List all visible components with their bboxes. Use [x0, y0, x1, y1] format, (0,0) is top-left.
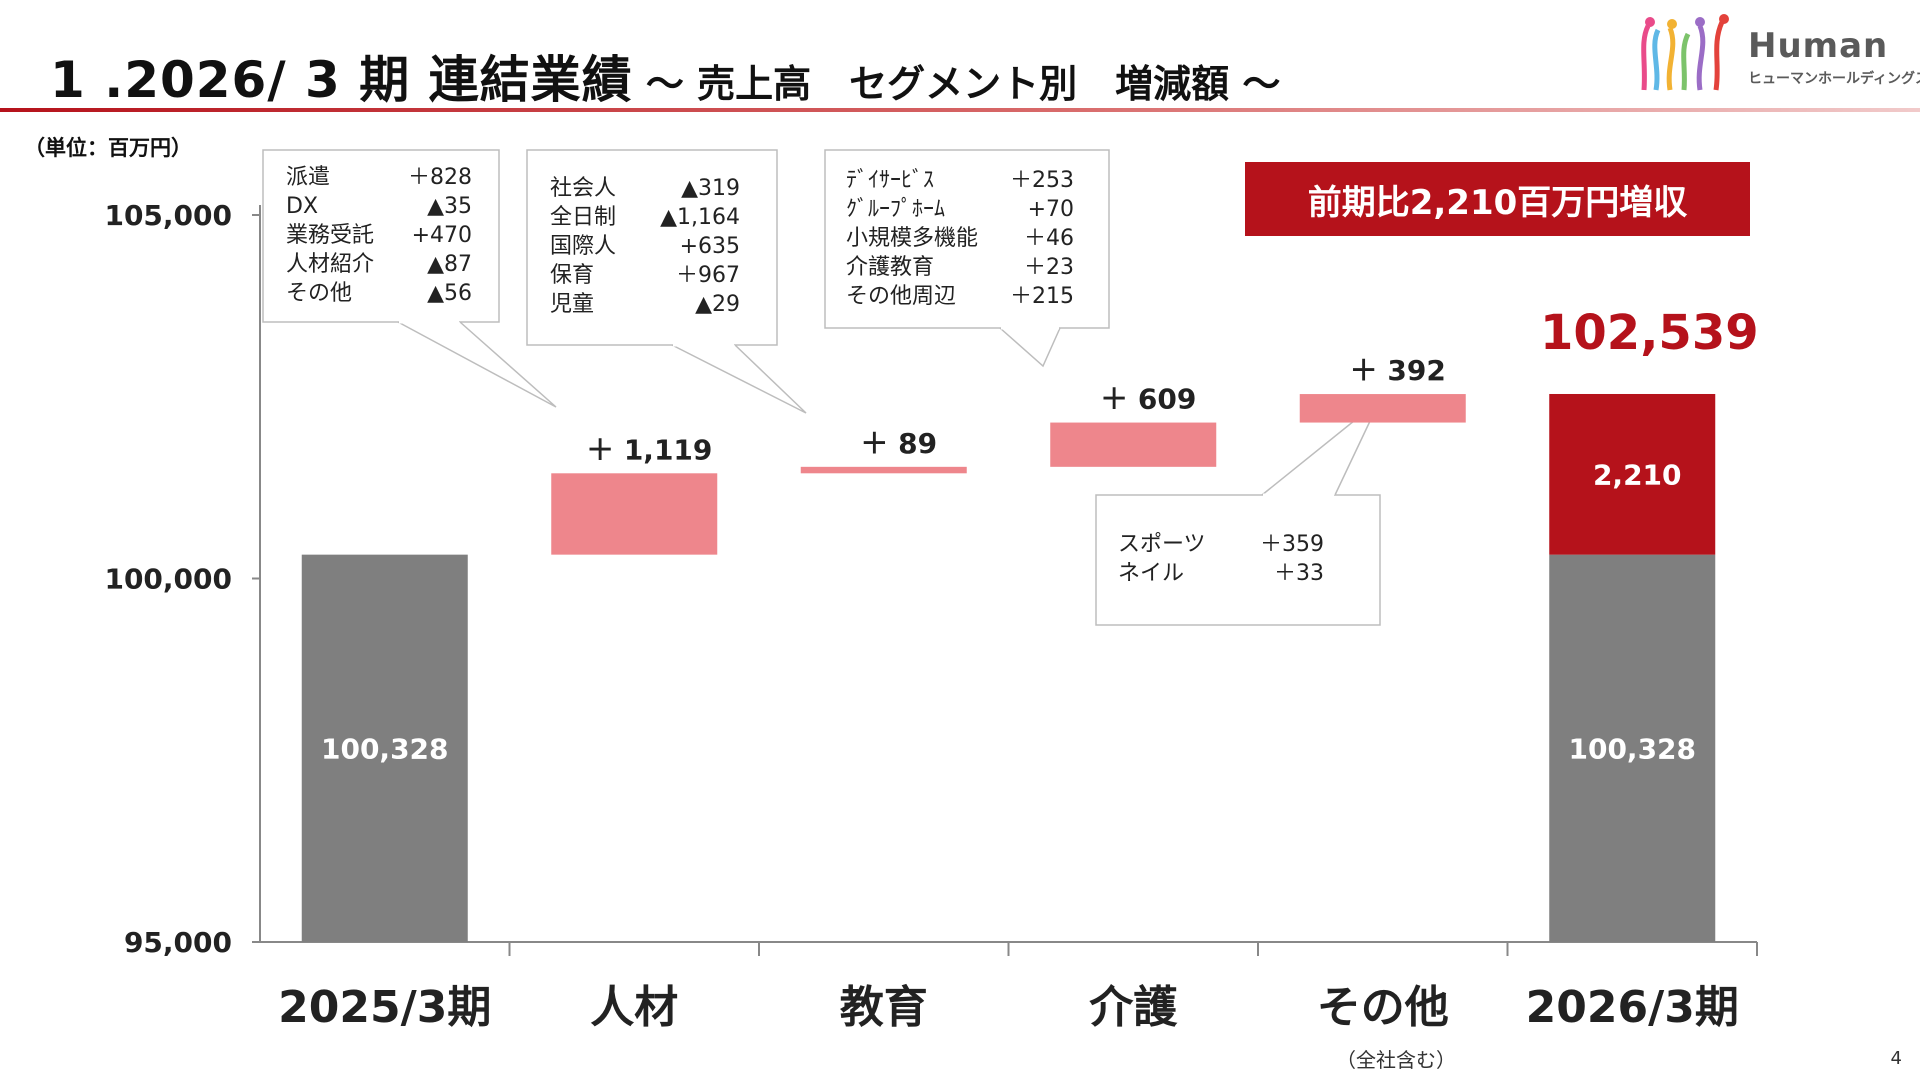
bar-delta [1050, 422, 1217, 467]
category-label: 介護 [1089, 982, 1178, 1033]
callout-value: ▲29 [695, 292, 740, 317]
callout-key: 保育 [550, 263, 595, 288]
unit-label: （単位：百万円） [24, 136, 192, 160]
callout-row: スポーツ ＋359 [1118, 530, 1324, 559]
callout-kaigo-text: ﾃﾞｲｻｰﾋﾞｽ ＋253 ｸﾞﾙｰﾌﾟﾎｰﾑ +70 小規模多機能 ＋46 介護教育 ＋23… [846, 166, 1074, 311]
logo-figures-icon [1641, 14, 1729, 91]
callout-value: ＋359 [1260, 532, 1324, 557]
callout-row: 派遣 ＋828 [286, 163, 472, 192]
page-title: 1 .2026/ 3 期 連結業績 ～ 売上高 セグメント別 増減額 ～ [50, 40, 1280, 112]
bar-increase [1549, 393, 1716, 555]
callout-box [526, 149, 778, 346]
callout-row: 小規模多機能 ＋46 [846, 224, 1074, 253]
bar-delta [800, 466, 967, 474]
y-tick-label: 95,000 [124, 926, 232, 959]
callout-key: 派遣 [286, 165, 331, 190]
callout-row: ネイル ＋33 [1118, 559, 1324, 588]
callout-key: DX [286, 194, 319, 219]
callout-key: その他 [286, 281, 353, 306]
callout-value: ▲319 [681, 176, 740, 201]
logo-subtitle: ヒューマンホールディングス [1748, 71, 1920, 87]
callout-value: ＋23 [1024, 255, 1074, 280]
callout-value: ＋33 [1274, 561, 1324, 586]
callout-key: スポーツ [1118, 532, 1206, 557]
category-label: 人材 [590, 982, 678, 1033]
callout-kyoiku-text: 社会人 ▲319 全日制 ▲1,164 国際人 +635 保育 ＋967 児童 ▲29 [550, 174, 740, 319]
category-label: 2026/3期 [1526, 982, 1739, 1033]
category-label: 2025/3期 [278, 982, 491, 1033]
callout-key: ﾃﾞｲｻｰﾋﾞｽ [846, 168, 935, 193]
callout-key: 小規模多機能 [846, 226, 979, 251]
callout-row: 社会人 ▲319 [550, 174, 740, 203]
callout-box [824, 149, 1110, 329]
page-number: 4 [1890, 1048, 1902, 1069]
callout-value: ＋215 [1010, 284, 1074, 309]
y-tick-label: 105,000 [104, 199, 232, 232]
callout-row: 介護教育 ＋23 [846, 253, 1074, 282]
bar-delta-label: ＋ 392 [1350, 354, 1446, 387]
callout-value: ＋253 [1010, 168, 1074, 193]
total-value-label: 102,539 [1540, 305, 1759, 361]
callout-row: 人材紹介 ▲87 [286, 250, 472, 279]
callout-value: +70 [1027, 197, 1074, 222]
company-logo: Human ヒューマンホールディングス [1636, 12, 1920, 96]
bar-delta-label: ＋ 609 [1100, 383, 1196, 416]
callout-row: 国際人 +635 [550, 232, 740, 261]
bar-base [301, 554, 468, 942]
callout-key: 人材紹介 [286, 252, 375, 277]
callout-key: ｸﾞﾙｰﾌﾟﾎｰﾑ [846, 197, 946, 222]
callout-row: その他周辺 ＋215 [846, 282, 1074, 311]
category-label: 教育 [840, 982, 928, 1033]
callout-value: ＋967 [676, 263, 740, 288]
callout-value: ▲35 [427, 194, 472, 219]
callout-key: 国際人 [550, 234, 617, 259]
logo-wordmark: Human [1748, 26, 1889, 66]
callout-row: 業務受託 +470 [286, 221, 472, 250]
callout-box [262, 149, 500, 323]
bar-base [1549, 554, 1716, 942]
callout-row: その他 ▲56 [286, 279, 472, 308]
bar-increase-label: 2,210 [1593, 458, 1682, 491]
callout-sonota-text: スポーツ ＋359 ネイル ＋33 [1118, 530, 1324, 588]
callout-key: 業務受託 [286, 223, 375, 248]
bar-base-label: 100,328 [1568, 732, 1696, 765]
callout-value: ▲87 [427, 252, 472, 277]
bar-delta [551, 473, 718, 555]
callout-row: DX ▲35 [286, 192, 472, 221]
callout-box [1095, 494, 1381, 626]
callout-value: ▲1,164 [660, 205, 740, 230]
callout-value: +635 [679, 234, 740, 259]
bar-delta-label: ＋ 89 [860, 427, 937, 460]
bar-delta [1299, 394, 1466, 423]
bar-base-label: 100,328 [321, 732, 449, 765]
callout-key: 社会人 [550, 176, 617, 201]
callout-value: ▲56 [427, 281, 472, 306]
callout-row: 全日制 ▲1,164 [550, 203, 740, 232]
callout-value: +470 [411, 223, 472, 248]
bar-delta-label: ＋ 1,119 [586, 433, 712, 466]
callout-key: ネイル [1118, 561, 1185, 586]
callout-key: 介護教育 [846, 255, 935, 280]
callout-pointer [671, 344, 807, 414]
callout-key: その他周辺 [846, 284, 957, 309]
callout-key: 全日制 [550, 205, 617, 230]
title-sub: ～ 売上高 セグメント別 増減額 ～ [632, 62, 1281, 106]
title-main: 1 .2026/ 3 期 連結業績 [50, 51, 633, 109]
increase-banner: 前期比2,210百万円増収 [1245, 162, 1750, 236]
callout-pointer [999, 327, 1061, 368]
y-tick-label: 100,000 [104, 563, 232, 596]
title-underline [0, 108, 1920, 112]
callout-pointer [397, 321, 557, 408]
callout-value: ＋46 [1024, 226, 1074, 251]
category-note: （全社含む） [1336, 1048, 1456, 1072]
callout-row: 児童 ▲29 [550, 290, 740, 319]
callout-row: ｸﾞﾙｰﾌﾟﾎｰﾑ +70 [846, 195, 1074, 224]
category-label: その他 [1317, 982, 1449, 1033]
callout-row: ﾃﾞｲｻｰﾋﾞｽ ＋253 [846, 166, 1074, 195]
callout-jinzai-text: 派遣 ＋828 DX ▲35 業務受託 +470 人材紹介 ▲87 その他 ▲56 [286, 163, 472, 308]
callout-key: 児童 [550, 292, 595, 317]
callout-value: ＋828 [408, 165, 472, 190]
callout-row: 保育 ＋967 [550, 261, 740, 290]
